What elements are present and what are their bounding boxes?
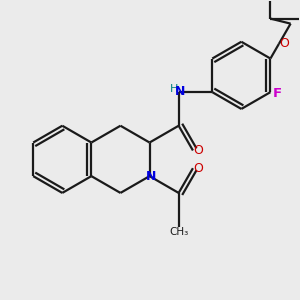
Text: F: F: [273, 87, 282, 100]
Text: N: N: [146, 169, 156, 183]
Text: N: N: [175, 85, 185, 98]
Text: O: O: [279, 37, 289, 50]
Text: O: O: [193, 144, 203, 157]
Text: H: H: [170, 84, 178, 94]
Text: O: O: [193, 162, 203, 175]
Text: CH₃: CH₃: [169, 227, 189, 238]
